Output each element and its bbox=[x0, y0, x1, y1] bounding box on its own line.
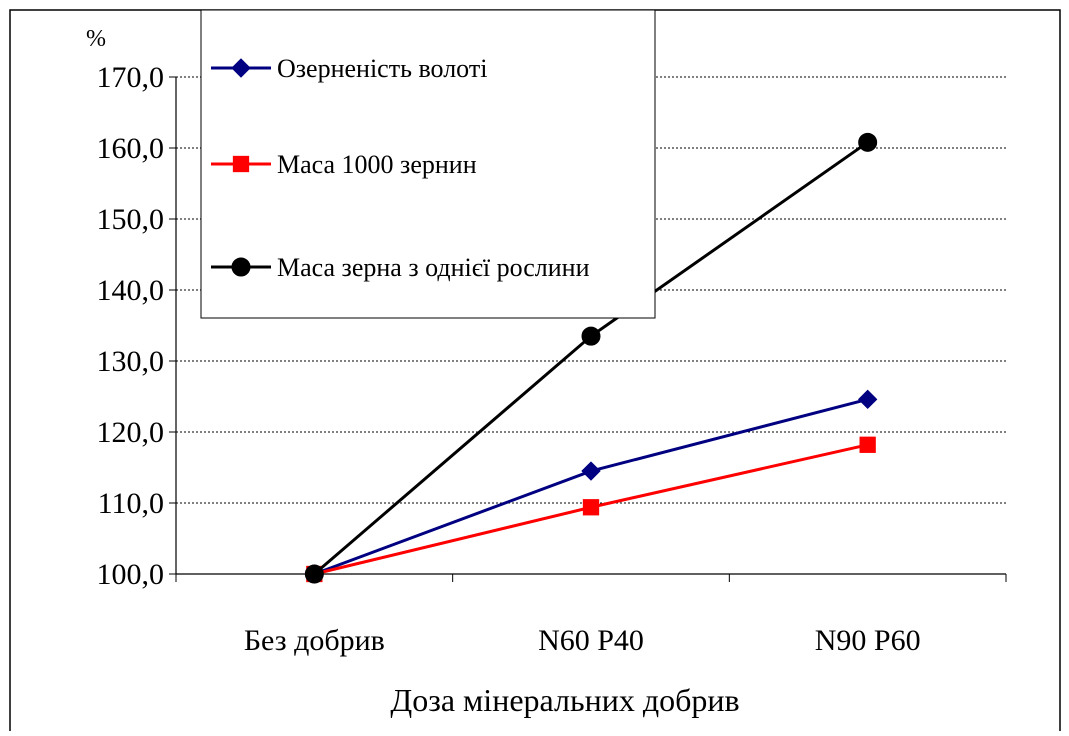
data-point bbox=[582, 499, 600, 516]
legend-label: Маса 1000 зернин bbox=[277, 150, 477, 179]
data-point bbox=[857, 389, 878, 410]
legend-box bbox=[200, 9, 656, 319]
y-tick-label: 130,0 bbox=[97, 345, 165, 378]
y-tick-label: 110,0 bbox=[98, 487, 164, 520]
y-tick-label: 120,0 bbox=[97, 416, 165, 449]
y-unit-label: % bbox=[86, 26, 106, 52]
x-tick-label: N60 P40 bbox=[538, 624, 644, 657]
y-tick-label: 140,0 bbox=[97, 274, 165, 307]
legend-label: Озерненість волоті bbox=[277, 54, 487, 83]
x-tick-label: N90 P60 bbox=[815, 624, 921, 657]
data-point bbox=[304, 564, 324, 584]
y-tick-label: 100,0 bbox=[97, 558, 165, 591]
data-point bbox=[581, 326, 601, 346]
data-point bbox=[858, 132, 878, 152]
legend-label: Маса зерна з однієї рослини bbox=[277, 253, 590, 282]
legend: Озерненість волоті Маса 1000 зернин Маса з… bbox=[200, 9, 656, 319]
data-point bbox=[581, 461, 601, 481]
x-tick-label: Без добрив bbox=[244, 624, 385, 657]
y-tick-label: 160,0 bbox=[97, 132, 165, 165]
legend-marker bbox=[231, 257, 251, 277]
y-tick-label: 170,0 bbox=[97, 61, 165, 94]
series bbox=[304, 132, 878, 584]
legend-marker bbox=[232, 155, 250, 173]
x-axis-title: Доза мінеральних добрив bbox=[390, 682, 739, 718]
y-tick-label: 150,0 bbox=[97, 203, 165, 236]
data-point bbox=[859, 436, 876, 453]
legend-marker bbox=[231, 58, 251, 78]
axes: 100,0 110,0 120,0 130,0 140,0 150,0 160,0 170,0… bbox=[97, 61, 1007, 657]
